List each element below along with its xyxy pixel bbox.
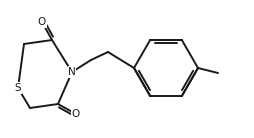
- Text: O: O: [38, 17, 46, 27]
- Text: N: N: [68, 67, 76, 77]
- Text: S: S: [15, 83, 21, 93]
- Text: O: O: [72, 109, 80, 119]
